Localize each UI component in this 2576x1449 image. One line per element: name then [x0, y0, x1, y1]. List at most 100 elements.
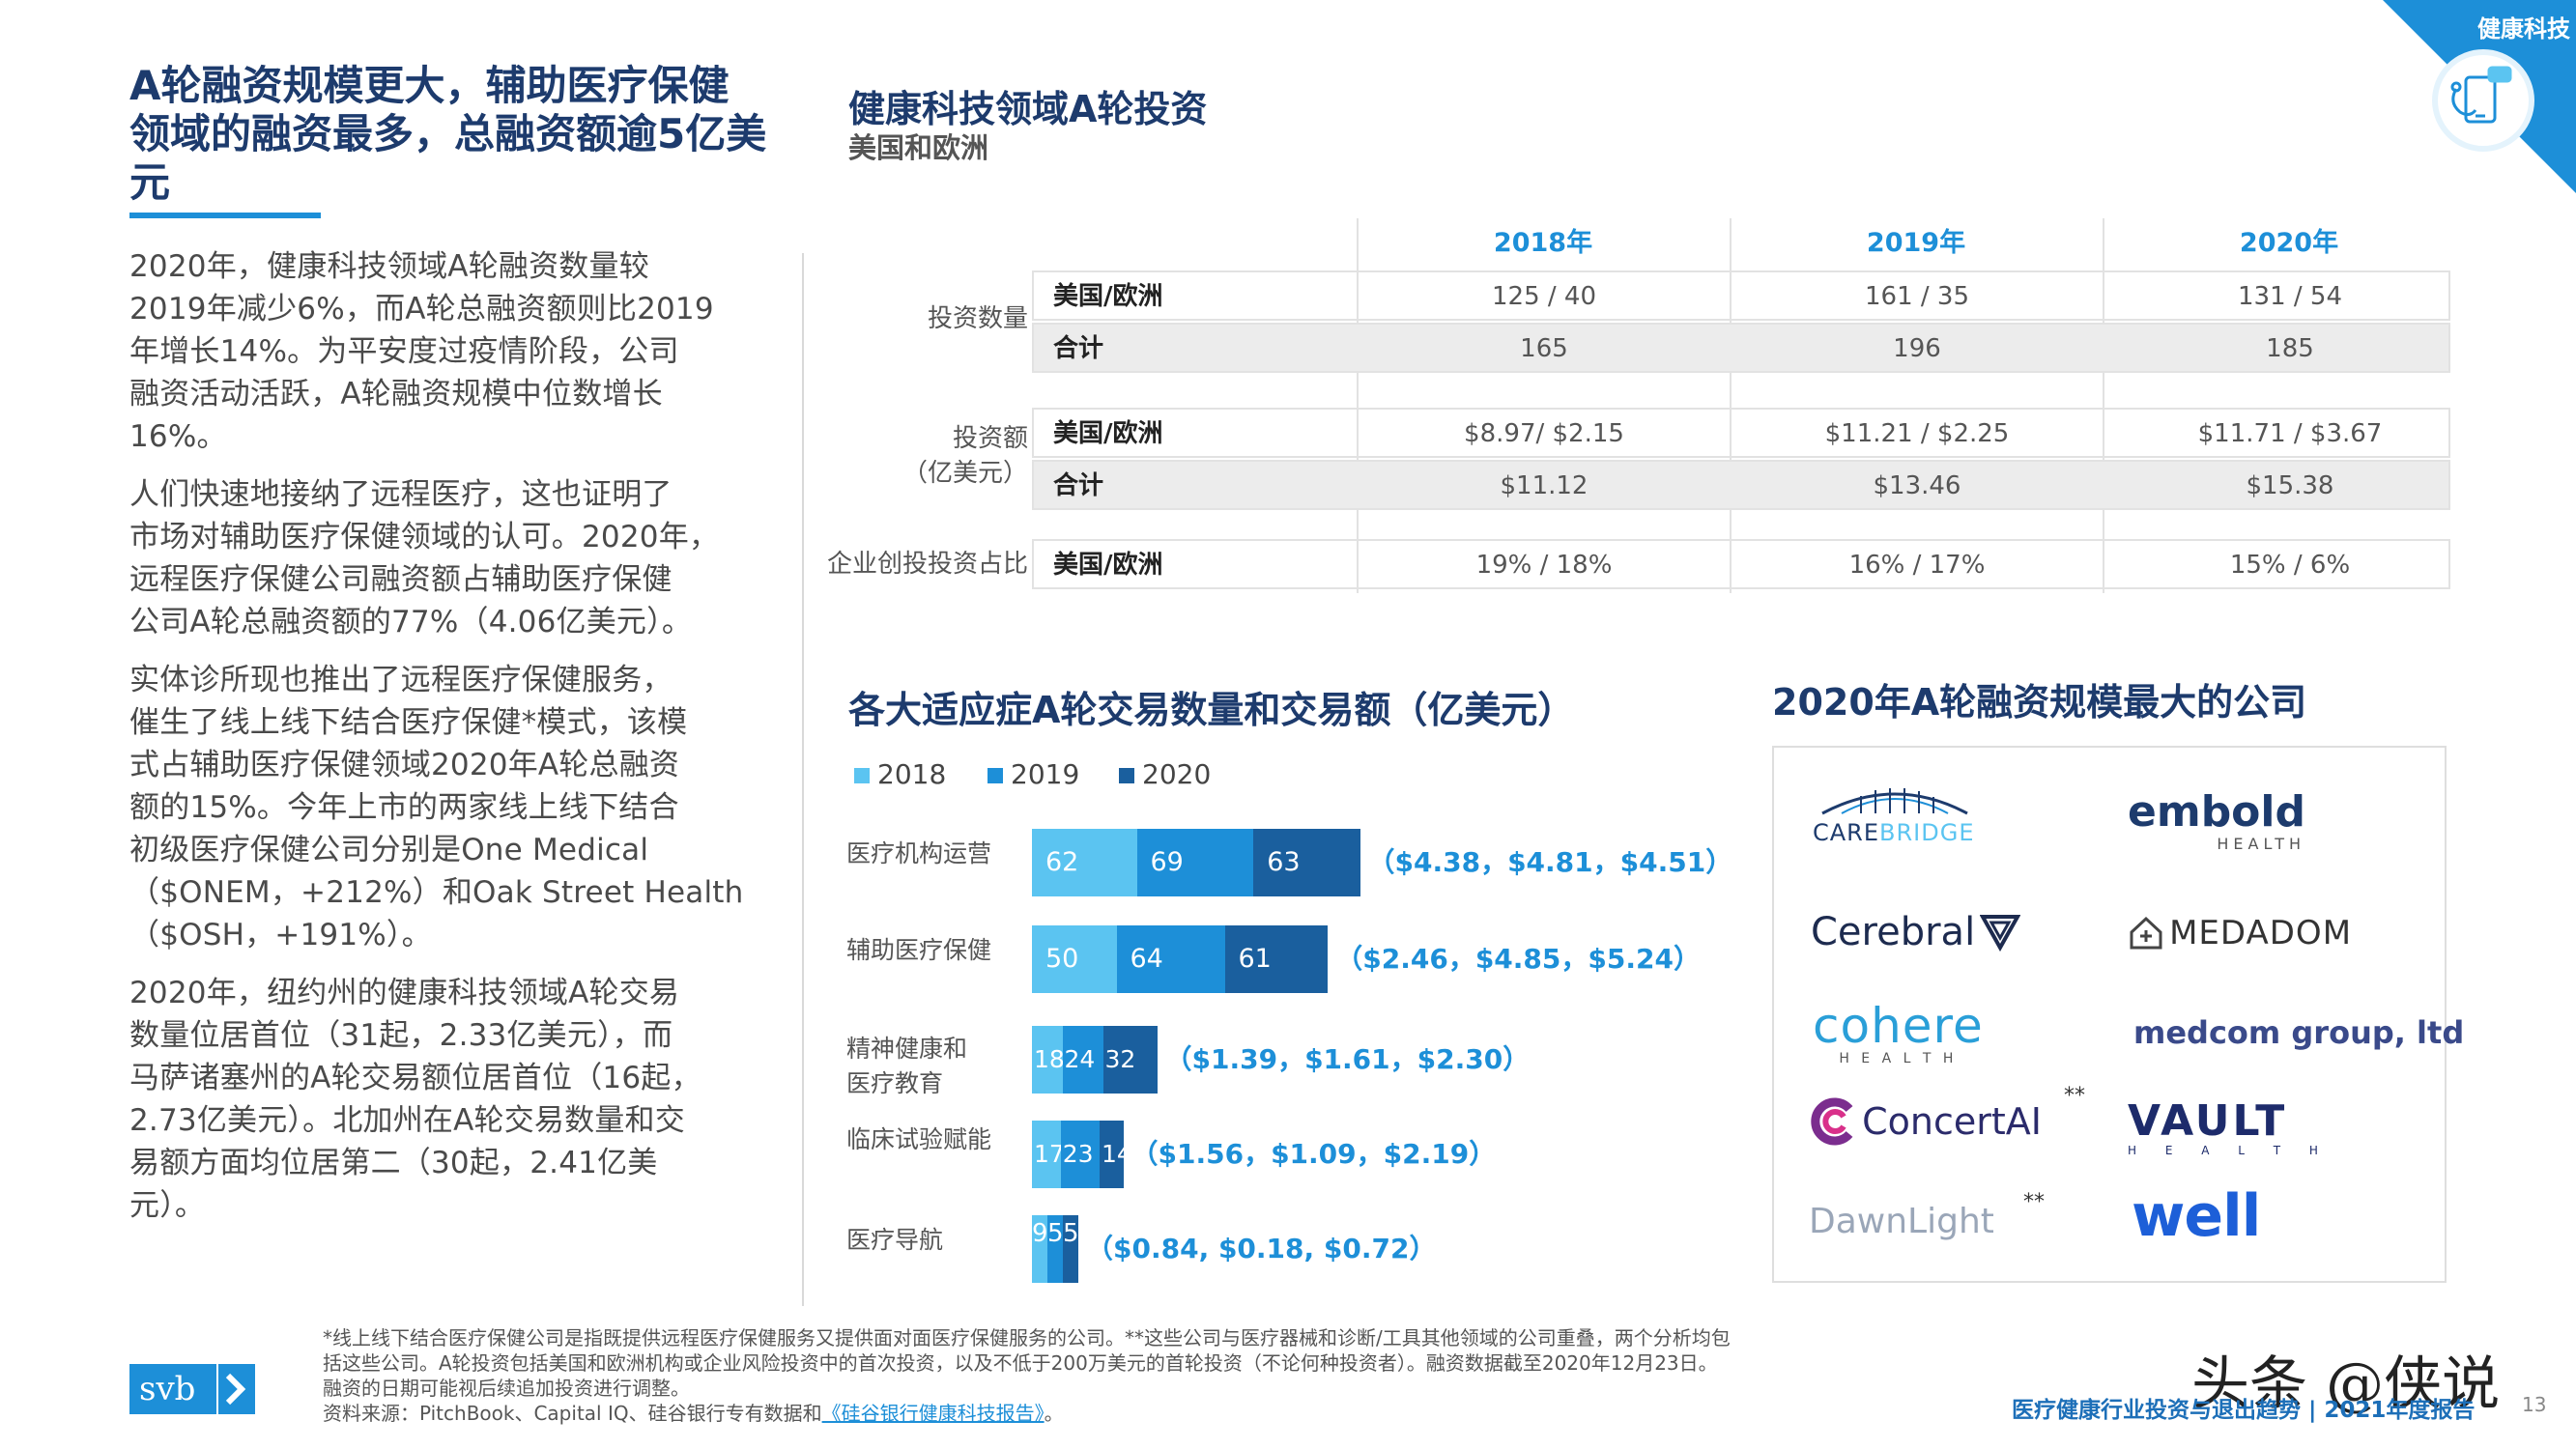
page-number: 13 [2522, 1393, 2547, 1416]
table-cell: 165 [1520, 334, 1568, 363]
chart-title: 各大适应症A轮交易数量和交易额（亿美元） [848, 689, 1575, 731]
category-corner-badge [2383, 0, 2576, 193]
bar-segment: 24 [1062, 1026, 1103, 1094]
row-label: 美国/欧洲 [1053, 551, 1163, 580]
logo-subtext: HEALTH [2217, 835, 2305, 853]
footnote-text: *线上线下结合医疗保健公司是指既提供远程医疗保健服务又提供面对面医疗保健服务的公… [323, 1326, 1731, 1400]
category-label: 医疗导航 [846, 1226, 944, 1254]
medadom-logo: MEDADOM [2128, 914, 2352, 952]
group-label-cvc: 企业创投投资占比 [826, 550, 1028, 579]
table-cell: $11.12 [1500, 471, 1589, 500]
chevron-right-icon [225, 1373, 246, 1406]
source-suffix: 。 [1044, 1402, 1064, 1425]
bar-amount-label: （$1.56，$1.09，$2.19） [1131, 1138, 1497, 1170]
table-cell: 131 / 54 [2238, 282, 2342, 311]
overlap-mark: ** [2023, 1190, 2045, 1214]
category-tag: 健康科技 [2477, 15, 2570, 43]
legend-swatch [854, 768, 870, 783]
bar-segment: 9 [1032, 1215, 1048, 1283]
embold-health-logo: embold HEALTH [2128, 790, 2305, 854]
bar-segment: 62 [1032, 829, 1137, 896]
bridge-icon [1821, 788, 1968, 815]
table-cell: 15% / 6% [2229, 551, 2351, 580]
row-label: 美国/欧洲 [1053, 282, 1163, 311]
cerebral-logo: Cerebral [1811, 910, 2021, 954]
logo-subtext: H E A L T H [2128, 1144, 2331, 1157]
year-header-2018: 2018年 [1493, 228, 1593, 258]
svb-logo-text: svb [139, 1370, 195, 1408]
group-label-count: 投资数量 [927, 304, 1028, 333]
paragraph: 2020年，纽约州的健康科技领域A轮交易 数量位居首位（31起，2.33亿美元）… [129, 976, 701, 1223]
table-gridline [2103, 218, 2104, 593]
bar-segment: 14 [1100, 1121, 1132, 1188]
watermark: 头条 @侠说 [2191, 1350, 2501, 1418]
table-cell: 161 / 35 [1865, 282, 1969, 311]
table-cell: 185 [2266, 334, 2314, 363]
svb-logo: svb [129, 1364, 255, 1414]
table-row: 美国/欧洲 19% / 18% 16% / 17% 15% / 6% [1032, 539, 2450, 589]
year-header-2019: 2019年 [1866, 228, 1966, 258]
footnote: *线上线下结合医疗保健公司是指既提供远程医疗保健服务又提供面对面医疗保健服务的公… [323, 1325, 1733, 1426]
page-headline: A轮融资规模更大，辅助医疗保健领域的融资最多，总融资额逾5亿美元 [129, 62, 767, 206]
logo-text: Cerebral [1811, 910, 1976, 954]
category-label: 辅助医疗保健 [846, 936, 992, 964]
vault-health-logo: VAULT H E A L T H [2128, 1096, 2331, 1158]
legend-item-2018: 2018 [854, 757, 946, 792]
table-cell: 196 [1893, 334, 1941, 363]
bar-segment: 61 [1224, 925, 1329, 993]
concertai-logo: ConcertAI ** [1809, 1084, 2085, 1146]
paragraph: 人们快速地接纳了远程医疗，这也证明了 市场对辅助医疗保健领域的认可。2020年，… [129, 477, 720, 639]
body-text: 2020年，健康科技领域A轮融资数量较 2019年减少6%，而A轮总融资额则比2… [129, 245, 748, 1242]
source-prefix: 资料来源：PitchBook、Capital IQ、硅谷银行专有数据和 [323, 1402, 822, 1425]
table-cell: 125 / 40 [1492, 282, 1596, 311]
bar-segment: 23 [1060, 1121, 1100, 1188]
companies-title: 2020年A轮融资规模最大的公司 [1772, 681, 2307, 724]
paragraph: 实体诊所现也推出了远程医疗保健服务， 催生了线上线下结合医疗保健*模式，该模 式… [129, 663, 744, 952]
year-header-2020: 2020年 [2239, 228, 2339, 258]
table-cell: $8.97/ $2.15 [1464, 419, 1624, 448]
table-title: 健康科技领域A轮投资 [848, 88, 1208, 130]
logo-text: cohere [1813, 998, 1984, 1054]
triangle-icon [1979, 915, 2021, 952]
report-footer-title: 医疗健康行业投资与退出趋势 | 2021年度报告 [2012, 1398, 2476, 1423]
row-label: 合计 [1053, 471, 1104, 500]
row-label: 美国/欧洲 [1053, 419, 1163, 448]
table-row: 合计 $11.12 $13.46 $15.38 [1032, 460, 2450, 510]
legend-label: 2019 [1011, 758, 1080, 790]
paragraph: 2020年，健康科技领域A轮融资数量较 2019年减少6%，而A轮总融资额则比2… [129, 249, 714, 454]
table-cell: 19% / 18% [1475, 551, 1613, 580]
bar-segment: 5 [1047, 1215, 1064, 1283]
table-gridline [1730, 218, 1732, 593]
source-report-link[interactable]: 《硅谷银行健康科技报告》 [821, 1402, 1045, 1425]
category-label: 精神健康和 医疗教育 [846, 1035, 968, 1097]
logo-text: VAULT [2128, 1096, 2288, 1146]
logo-subtext: H E A L T H [1839, 1051, 1958, 1066]
column-divider [802, 253, 804, 1306]
headline-underline [129, 213, 321, 218]
legend-swatch [1119, 768, 1134, 783]
bar-segment: 18 [1032, 1026, 1065, 1094]
legend-item-2020: 2020 [1119, 757, 1211, 792]
overlap-mark: ** [2064, 1084, 2085, 1108]
group-label-amount: 投资额 （亿美元） [902, 424, 1028, 488]
telehealth-icon [2450, 66, 2512, 124]
house-icon [2130, 916, 2162, 950]
bar-segment: 5 [1063, 1215, 1079, 1283]
carebridge-logo: CAREBRIDGE [1813, 781, 1977, 846]
bar-segment: 69 [1136, 829, 1254, 896]
company-logo-grid: CAREBRIDGE embold HEALTH Cerebral MEDADO… [1772, 746, 2464, 1283]
dawnlight-logo: DawnLight ** [1809, 1190, 2045, 1241]
logo-text: medcom group, ltd [2133, 1014, 2465, 1051]
bar-segment: 63 [1253, 829, 1360, 896]
bar-segment: 64 [1116, 925, 1225, 993]
table-cell: $11.71 / $3.67 [2197, 419, 2383, 448]
legend-item-2019: 2019 [987, 757, 1079, 792]
table-cell: $15.38 [2246, 471, 2334, 500]
cohere-health-logo: cohere H E A L T H [1813, 1001, 1984, 1066]
logo-text-accent: BRIDGE [1879, 819, 1975, 846]
bar-segment: 50 [1032, 925, 1117, 993]
concert-icon [1811, 1097, 1853, 1146]
logo-text: well [2132, 1182, 2261, 1250]
table-cell: 16% / 17% [1848, 551, 1986, 580]
table-row: 美国/欧洲 125 / 40 161 / 35 131 / 54 [1032, 270, 2450, 321]
